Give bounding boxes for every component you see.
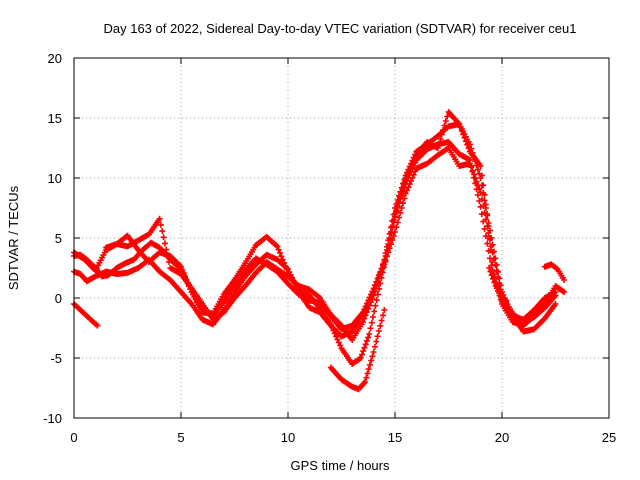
- grid-lines: [74, 58, 609, 418]
- series-track-g: [486, 265, 510, 304]
- series-track-f: [71, 301, 101, 329]
- series-points: [541, 261, 568, 283]
- y-tick-label: -10: [43, 411, 62, 426]
- x-tick-label: 10: [281, 430, 295, 445]
- x-tick-label: 5: [177, 430, 184, 445]
- series-points: [71, 145, 559, 340]
- series-track-b: [71, 145, 559, 340]
- series-points: [71, 301, 101, 329]
- y-tick-label: -5: [50, 351, 62, 366]
- series-track-e: [327, 307, 388, 393]
- x-tick-label: 15: [388, 430, 402, 445]
- data-points: [71, 109, 568, 393]
- y-tick-label: 20: [48, 51, 62, 66]
- x-axis-label: GPS time / hours: [291, 458, 390, 473]
- series-points: [327, 307, 388, 393]
- chart-title: Day 163 of 2022, Sidereal Day-to-day VTE…: [103, 21, 576, 36]
- y-tick-label: 10: [48, 171, 62, 186]
- y-tick-label: 15: [48, 111, 62, 126]
- x-tick-label: 20: [495, 430, 509, 445]
- series-points: [103, 121, 559, 343]
- axis-ticks: 0 5 10 15 20 25 -10 -5 0 5 10 15 20: [43, 51, 616, 445]
- y-tick-label: 5: [55, 231, 62, 246]
- series-track-h: [541, 261, 568, 283]
- x-tick-label: 0: [70, 430, 77, 445]
- series-points: [486, 265, 510, 304]
- y-axis-label: SDTVAR / TECUs: [6, 185, 21, 290]
- x-tick-label: 25: [602, 430, 616, 445]
- series-track-d: [103, 121, 559, 343]
- y-tick-label: 0: [55, 291, 62, 306]
